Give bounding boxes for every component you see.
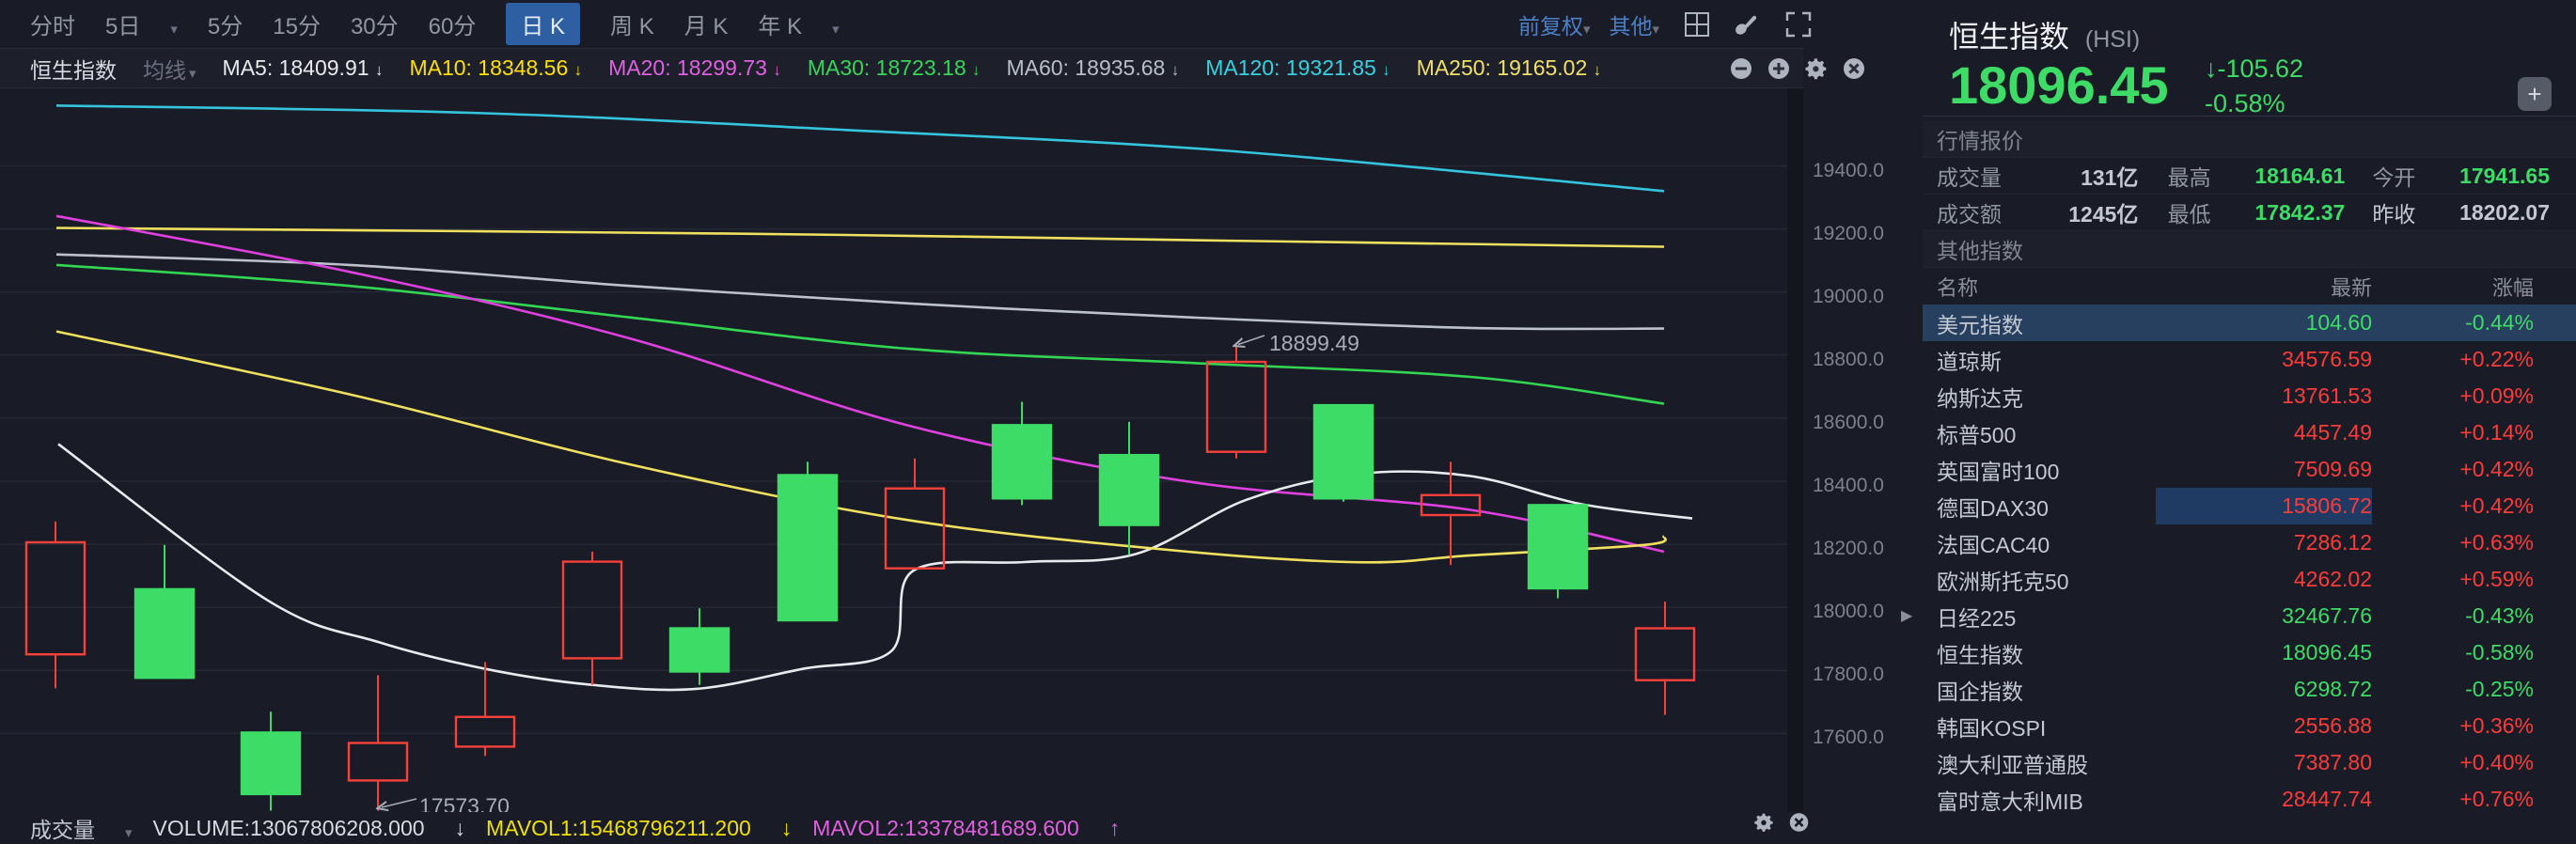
svg-text:17573.70: 17573.70 (419, 794, 510, 813)
svg-text:18899.49: 18899.49 (1269, 331, 1359, 355)
